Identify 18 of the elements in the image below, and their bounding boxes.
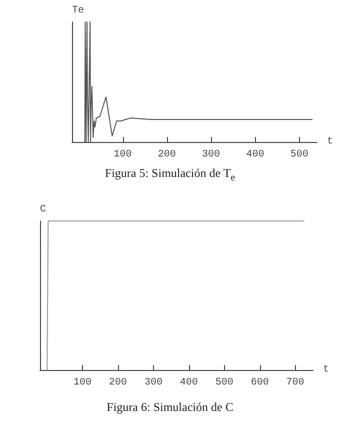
x-tick-label: 100	[114, 150, 132, 160]
text: Figura 6: Simulación de C	[106, 400, 234, 415]
x-tick-label: 100	[74, 378, 92, 388]
x-tick-label: 400	[180, 378, 198, 388]
x-axis-title: t	[327, 136, 334, 148]
x-tick-label: 500	[290, 150, 308, 160]
x-tick-label: 700	[286, 378, 304, 388]
y-axis-title: C	[40, 204, 46, 216]
text: Figura 5: Simulación de T$_{e}$	[104, 166, 236, 184]
x-tick-label: 200	[158, 150, 176, 160]
x-tick-label: 400	[246, 150, 264, 160]
x-tick-label: 600	[250, 378, 269, 388]
x-tick-label: 500	[215, 378, 234, 388]
x-tick-label: 300	[202, 150, 220, 160]
x-tick-label: 200	[108, 378, 128, 388]
x-axis-title: t	[323, 364, 330, 376]
y-axis-title: Te	[72, 6, 84, 16]
x-tick-label: 300	[144, 378, 162, 388]
